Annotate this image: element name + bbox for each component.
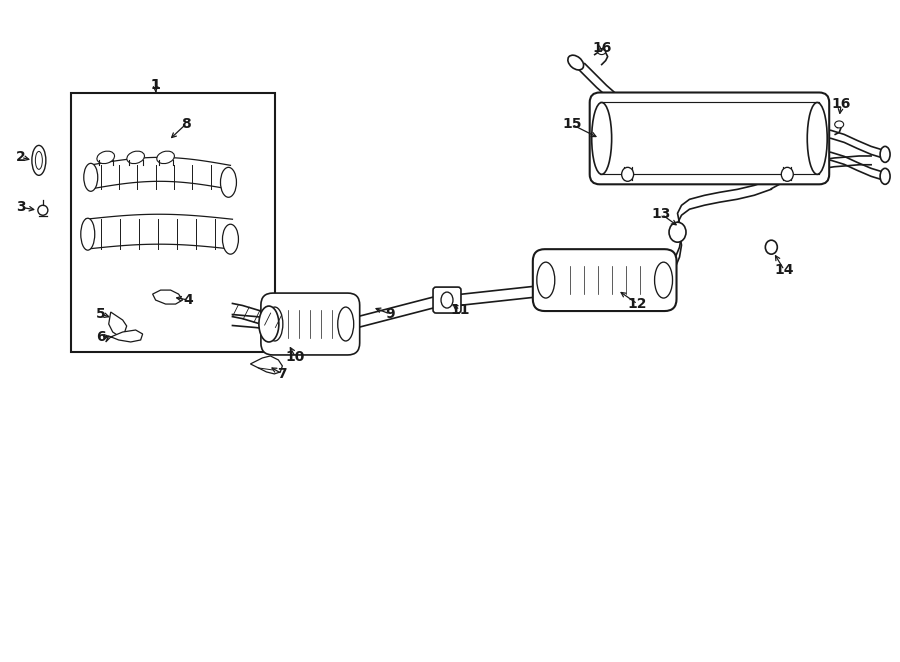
Ellipse shape: [84, 164, 98, 191]
Text: 4: 4: [184, 293, 194, 307]
Text: 11: 11: [450, 303, 470, 317]
Text: 10: 10: [285, 350, 305, 364]
Text: 14: 14: [775, 263, 794, 277]
Text: 16: 16: [592, 40, 611, 54]
Ellipse shape: [338, 307, 354, 341]
Ellipse shape: [598, 48, 606, 54]
Ellipse shape: [622, 167, 634, 181]
Ellipse shape: [81, 218, 94, 250]
Ellipse shape: [591, 103, 612, 174]
Ellipse shape: [35, 152, 42, 169]
Text: 15: 15: [562, 117, 581, 132]
Polygon shape: [109, 312, 127, 336]
Text: 1: 1: [150, 77, 160, 91]
Ellipse shape: [441, 292, 453, 308]
Text: 12: 12: [628, 297, 647, 311]
FancyBboxPatch shape: [261, 293, 360, 355]
Ellipse shape: [765, 240, 778, 254]
Text: 3: 3: [16, 201, 26, 214]
Polygon shape: [105, 330, 142, 342]
Ellipse shape: [669, 222, 686, 242]
Text: 8: 8: [181, 117, 191, 132]
Ellipse shape: [97, 151, 114, 164]
Ellipse shape: [807, 103, 827, 174]
Text: 1: 1: [150, 77, 160, 91]
Ellipse shape: [880, 146, 890, 162]
Ellipse shape: [536, 262, 554, 298]
FancyBboxPatch shape: [590, 93, 829, 184]
FancyBboxPatch shape: [433, 287, 461, 313]
Text: 6: 6: [96, 330, 105, 344]
Ellipse shape: [267, 307, 283, 341]
Ellipse shape: [259, 306, 279, 342]
Bar: [71, 93, 275, 352]
Ellipse shape: [220, 167, 237, 197]
Text: 13: 13: [652, 207, 671, 221]
Polygon shape: [250, 356, 283, 374]
Ellipse shape: [38, 205, 48, 215]
Text: 2: 2: [16, 150, 26, 164]
FancyBboxPatch shape: [533, 249, 677, 311]
Ellipse shape: [127, 151, 145, 164]
Ellipse shape: [222, 224, 239, 254]
Ellipse shape: [157, 151, 175, 164]
Text: 9: 9: [385, 307, 395, 321]
Polygon shape: [153, 290, 183, 304]
Ellipse shape: [654, 262, 672, 298]
Text: 7: 7: [277, 367, 287, 381]
Ellipse shape: [880, 168, 890, 184]
Text: 5: 5: [96, 307, 105, 321]
Text: 16: 16: [832, 97, 850, 111]
Ellipse shape: [781, 167, 793, 181]
Ellipse shape: [32, 146, 46, 175]
Ellipse shape: [568, 55, 583, 70]
Ellipse shape: [834, 121, 843, 128]
